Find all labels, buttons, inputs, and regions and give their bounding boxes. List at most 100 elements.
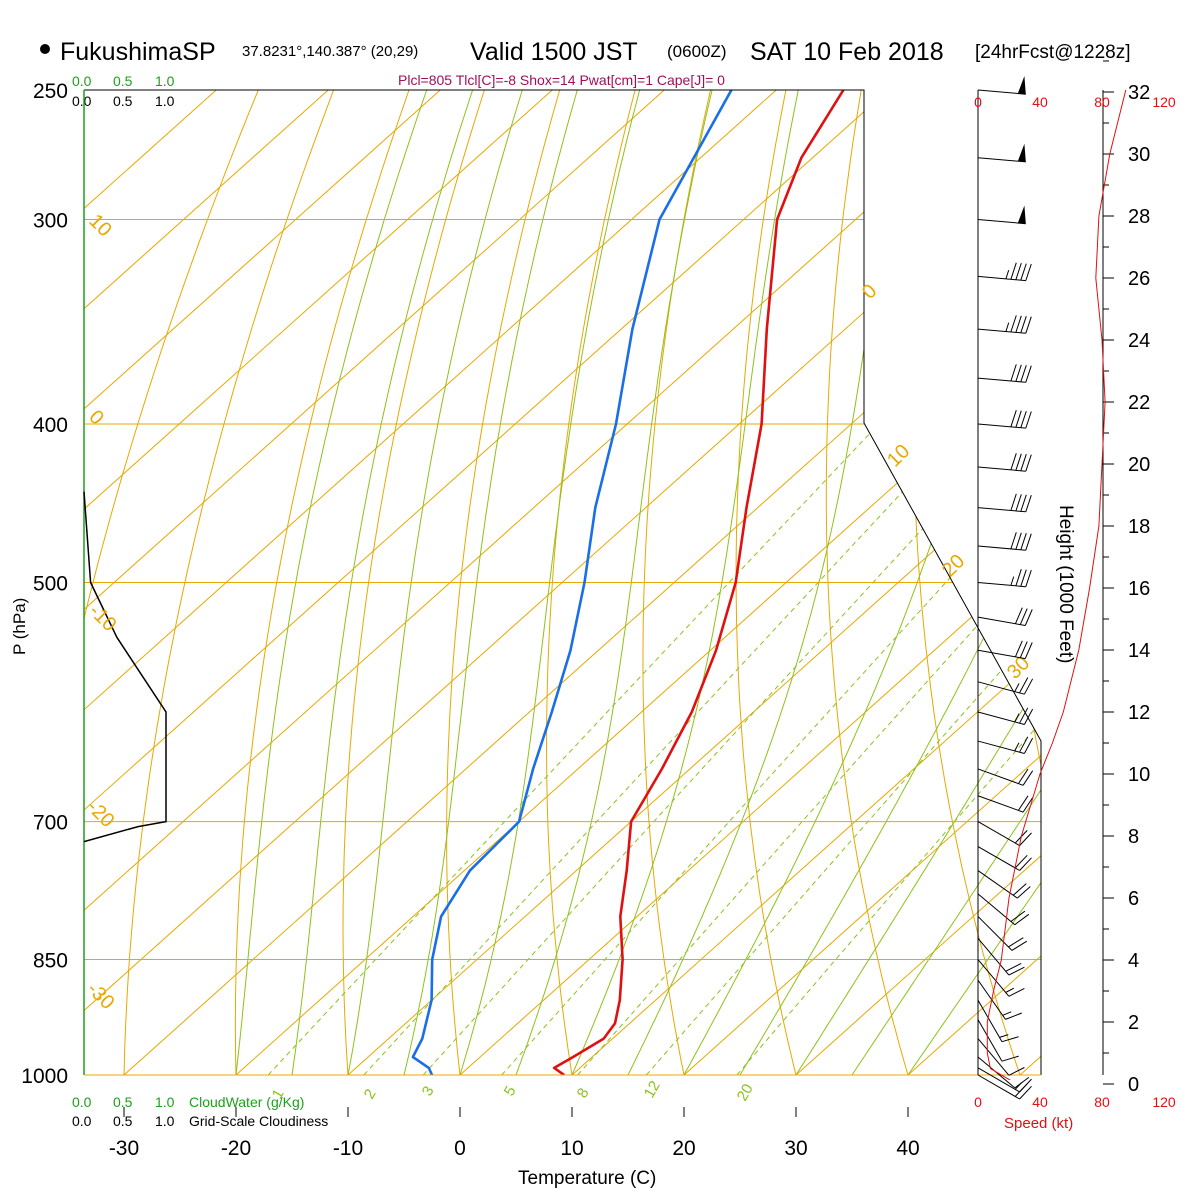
wind-barb-feather: [1015, 453, 1022, 471]
height-tick-label: 16: [1128, 578, 1150, 600]
height-tick-label: 28: [1128, 206, 1150, 228]
wind-barb-feather: [1020, 410, 1027, 428]
wind-barb-feather: [1025, 316, 1032, 334]
height-tick-label: 4: [1128, 950, 1139, 972]
wind-barb-feather: [1012, 883, 1027, 896]
wind-barb-feather: [1023, 737, 1034, 754]
wind-barb-shaft: [977, 1038, 1010, 1076]
dry-adiabat-line: [123, 90, 335, 1075]
wind-barb-shaft: [977, 423, 1026, 429]
wind-barb-feather: [1015, 569, 1022, 586]
isotherm-line: [84, 90, 441, 1075]
dry-adiabat-line: [234, 90, 410, 1075]
cloudwater-scale-top-1: 0.5: [113, 73, 133, 89]
cloudiness-scale-top-1: 0.5: [113, 93, 133, 109]
wind-barb-shaft: [977, 740, 1025, 754]
wind-barb-half-feather: [1002, 1011, 1012, 1016]
wind-barb-shaft: [977, 157, 1026, 163]
x-tick-label: -30: [109, 1137, 139, 1160]
temperature-line: [552, 90, 845, 1075]
wind-barb: [977, 410, 1032, 429]
moist-adiabat-line: [851, 90, 1041, 1075]
wind-barb: [977, 707, 1034, 725]
wind-barb-feather: [1020, 494, 1027, 512]
wind-barb-feather: [1020, 263, 1027, 281]
y-tick-label: 300: [33, 210, 68, 233]
moist-adiabat-line: [347, 90, 523, 1075]
mixing-ratio-label: 8: [574, 1085, 593, 1101]
dry-adiabat-line: [642, 90, 711, 1075]
y-axis-label: P (hPa): [10, 598, 29, 655]
height-axis-label: Height (1000 Feet): [1055, 505, 1076, 663]
moist-adiabat-line: [459, 90, 641, 1075]
wind-barb-feather: [1010, 910, 1026, 922]
wind-barb-feather: [1025, 263, 1032, 281]
station-marker-icon: [40, 44, 50, 54]
height-tick-label: 32: [1128, 82, 1150, 104]
wind-barb-shaft: [977, 1074, 1020, 1100]
wind-barb-feather: [1025, 495, 1032, 512]
wind-barb-feather: [1015, 532, 1022, 550]
wind-barb-feather: [1025, 411, 1032, 429]
valid-time: Valid 1500 JST: [470, 38, 638, 66]
wind-speed-line: [986, 90, 1127, 1080]
wind-barb-feather: [1010, 453, 1017, 471]
isotherm-label: 0: [84, 406, 107, 429]
wind-barb-feather: [1025, 569, 1032, 587]
cloudiness-line: [83, 491, 167, 843]
wind-barb-half-feather: [1014, 713, 1020, 723]
forecast-info: [24hrFcst@1228z]: [975, 42, 1131, 63]
moist-adiabat-line: [235, 90, 428, 1075]
height-tick-label: 6: [1128, 888, 1139, 910]
wind-barb-half-feather: [1014, 683, 1020, 692]
wind-barb: [977, 1038, 1025, 1076]
wind-barb: [977, 893, 1030, 926]
speed-tick-label-top: 40: [1032, 94, 1048, 110]
wind-barb: [977, 870, 1031, 899]
dry-adiabat-line: [1160, 90, 1200, 1075]
wind-barb-flag: [1017, 76, 1026, 95]
wind-barb-half-feather: [999, 1034, 1009, 1038]
wind-barb-feather: [1025, 365, 1032, 383]
wind-barb-half-feather: [1005, 322, 1010, 332]
height-tick-label: 20: [1128, 454, 1150, 476]
wind-barb-half-feather: [1005, 269, 1010, 280]
dry-adiabat-line: [735, 90, 797, 1075]
wind-barb-shaft: [977, 582, 1026, 588]
x-tick-label: 10: [560, 1137, 583, 1160]
wind-barb-shaft: [977, 1067, 1020, 1093]
moist-adiabat-line: [403, 90, 578, 1075]
mixing-ratio-line: [363, 423, 967, 1075]
station-name: FukushimaSP: [60, 38, 216, 66]
wind-barb-feather: [1024, 609, 1033, 626]
wind-barb-shaft: [977, 219, 1026, 225]
wind-barb-shaft: [977, 507, 1026, 513]
wind-barb-feather: [1023, 678, 1034, 695]
wind-barb-feather: [1015, 410, 1022, 428]
wind-barb-shaft: [977, 795, 1024, 813]
wind-barb-half-feather: [1014, 1082, 1022, 1090]
isotherm-line: [571, 90, 1041, 1075]
cloudwater-scale-top-2: 1.0: [155, 73, 175, 89]
y-tick-label: 700: [33, 812, 68, 835]
wind-barb: [977, 532, 1032, 551]
wind-barb-feather: [1015, 315, 1022, 333]
cloudwater-scale-top-0: 0.0: [72, 73, 92, 89]
wind-barb-feather: [1025, 454, 1032, 472]
wind-barb-shaft: [977, 893, 1016, 926]
wind-barb-shaft: [977, 545, 1026, 551]
mixing-ratio-label: 3: [419, 1083, 438, 1099]
wind-barb: [977, 76, 1026, 95]
cloudiness-label: Grid-Scale Cloudiness: [189, 1113, 328, 1129]
station-coords: 37.8231°,140.387° (20,29): [242, 43, 418, 60]
isotherm-label: -10: [84, 600, 120, 636]
wind-barb-feather: [1020, 316, 1027, 333]
speed-tick-label-bottom: 0: [974, 1094, 982, 1110]
surface-temperature-point: [550, 1079, 559, 1088]
wind-barb: [977, 262, 1032, 282]
isotherm-label: 20: [938, 550, 969, 581]
height-tick-label: 10: [1128, 764, 1150, 786]
wind-barb-feather: [1020, 569, 1027, 587]
height-tick-label: 2: [1128, 1012, 1139, 1034]
